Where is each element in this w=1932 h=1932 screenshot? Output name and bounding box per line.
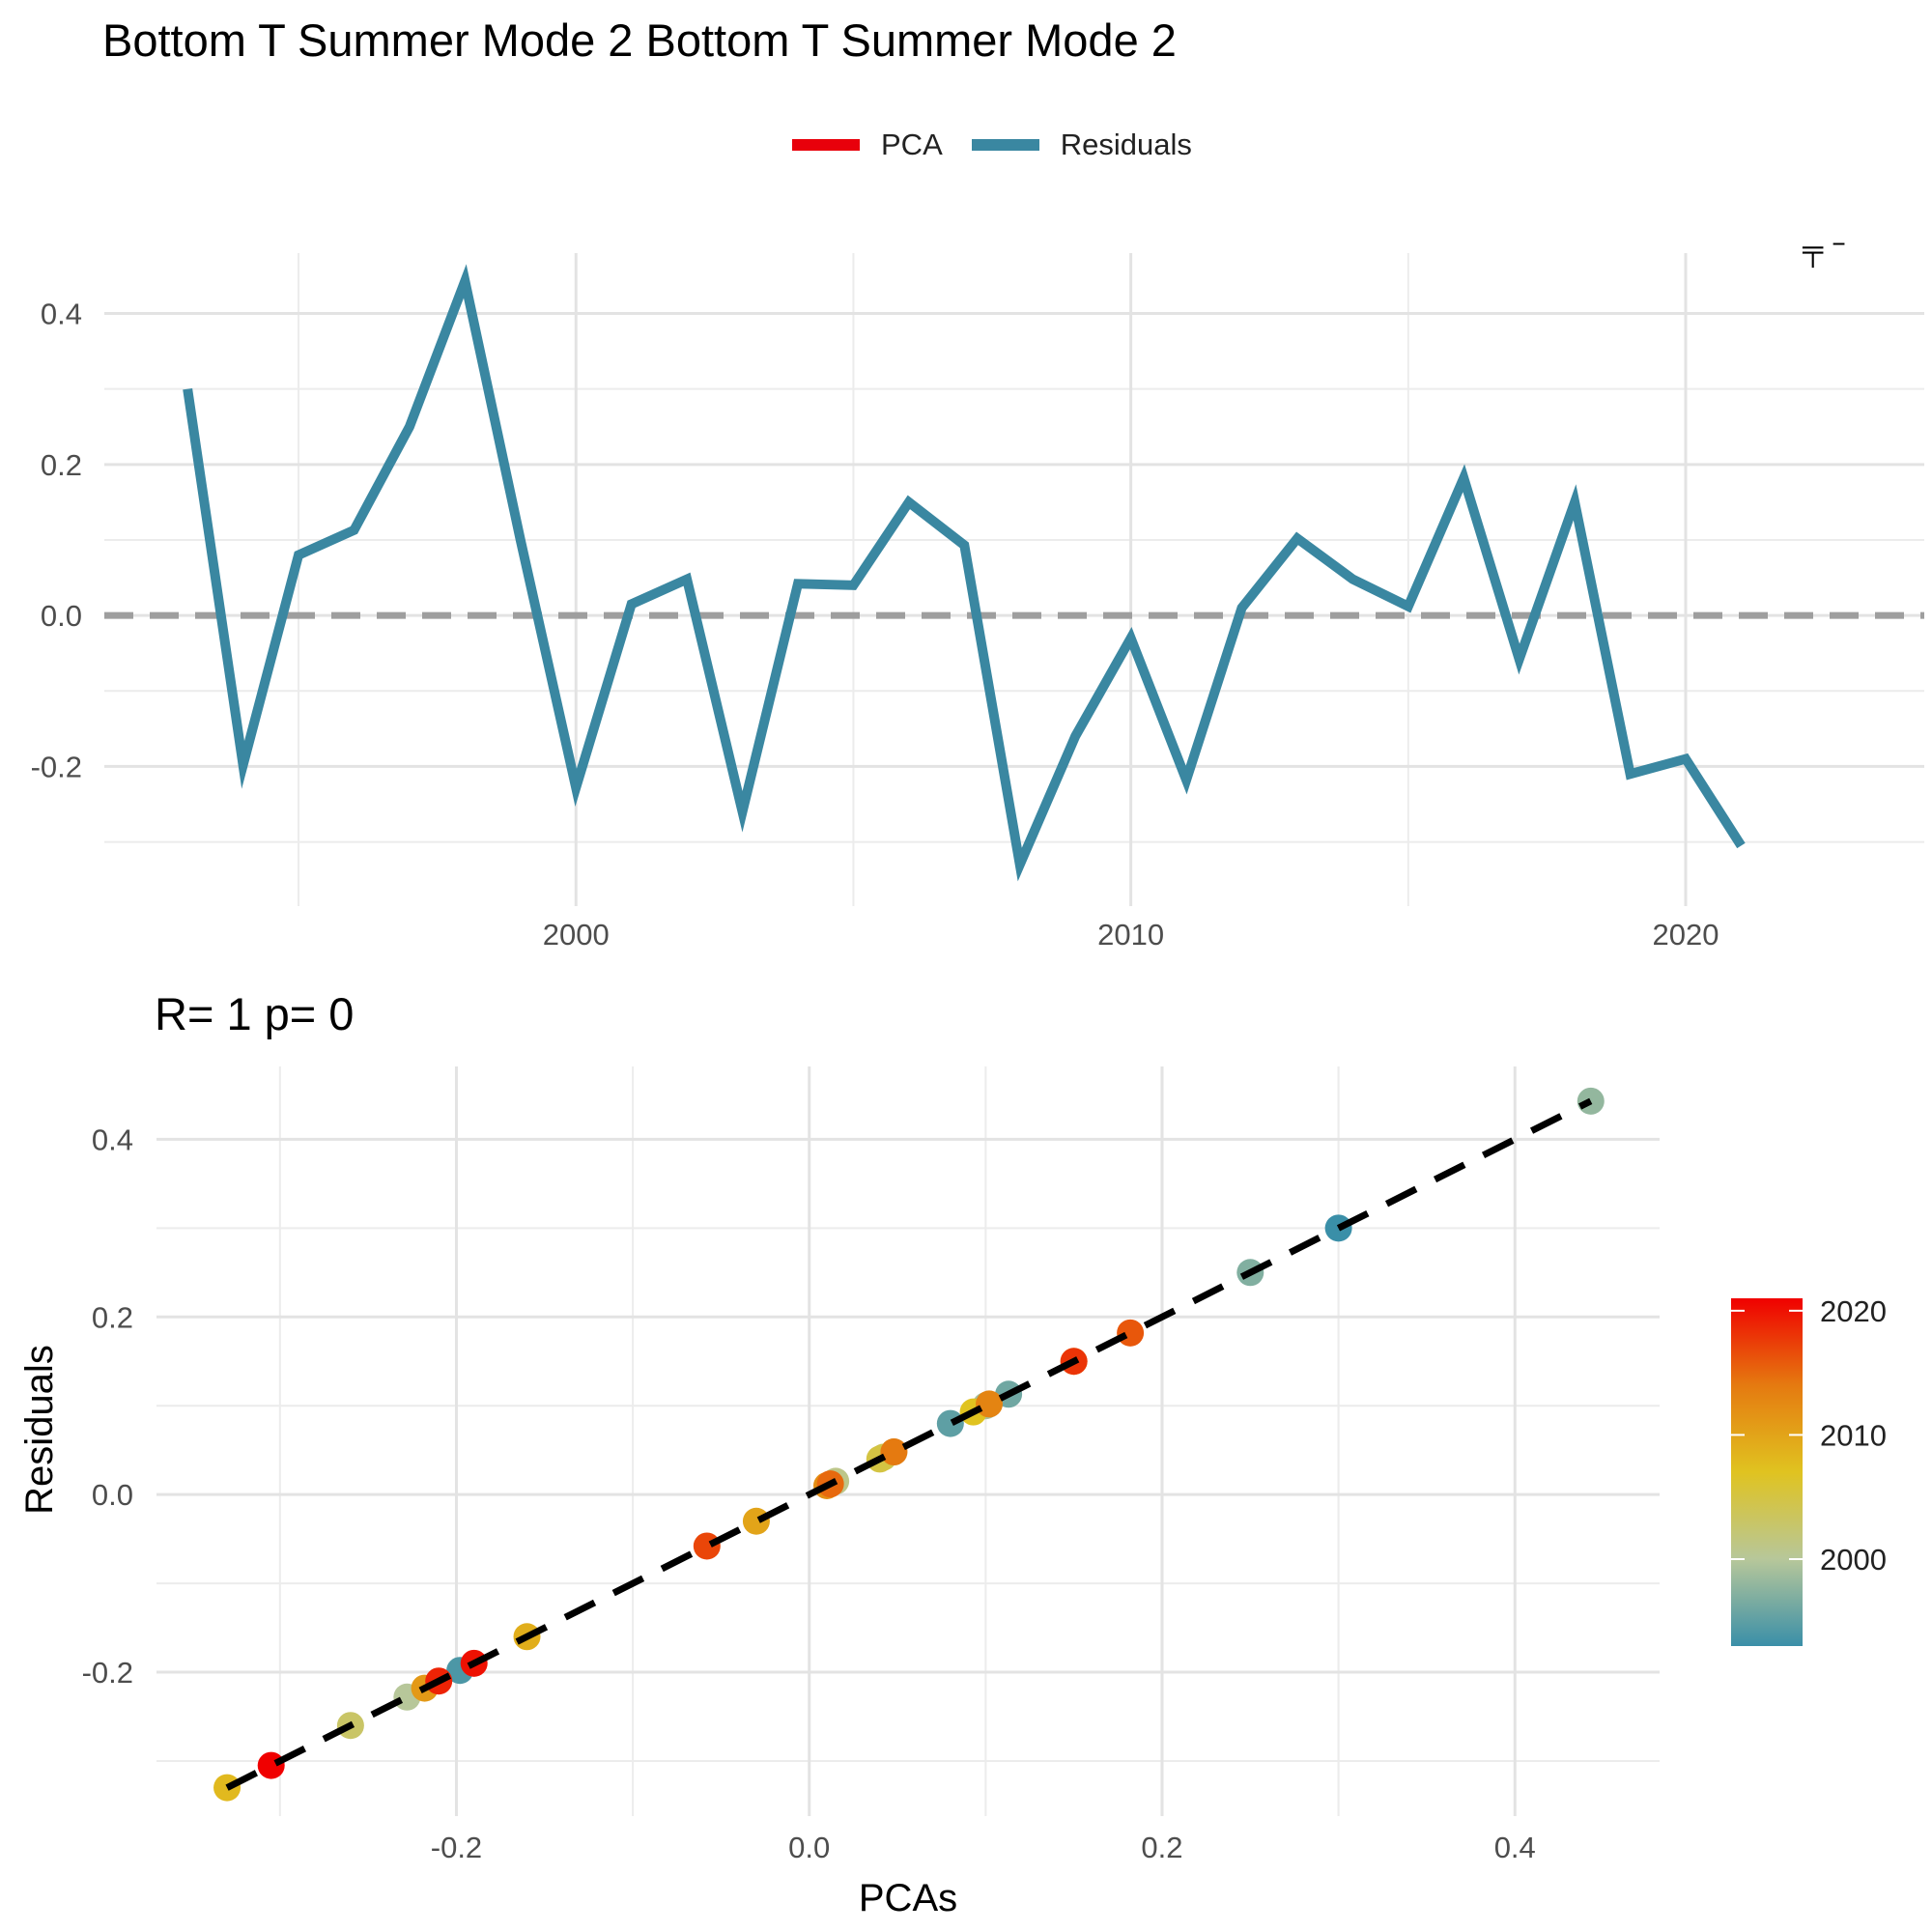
scatter-point: [742, 1507, 770, 1535]
x-tick-label: -0.2: [431, 1831, 482, 1864]
scatter-point: [880, 1438, 908, 1466]
colorbar-tick-label: 2020: [1820, 1294, 1887, 1328]
residuals-series-line: [183, 264, 1746, 882]
y-tick-label: 0.0: [92, 1478, 133, 1512]
legend-key-residuals: [971, 139, 1039, 151]
colorbar-tick-label: 2000: [1820, 1543, 1887, 1577]
fit-line: [225, 1097, 1593, 1791]
y-tick-label: -0.2: [31, 750, 82, 783]
x-tick-label: 2000: [543, 918, 610, 952]
x-tick-label: 0.4: [1494, 1831, 1536, 1864]
x-tick-label: 0.2: [1141, 1831, 1182, 1864]
stats-title: R= 1 p= 0: [155, 988, 355, 1039]
y-tick-label: 0.4: [41, 298, 82, 331]
chart-title: Bottom T Summer Mode 2 Bottom T Summer M…: [102, 14, 1177, 66]
x-axis-title: PCAs: [859, 1877, 957, 1919]
y-tick-label: -0.2: [82, 1656, 133, 1690]
y-tick-label: 0.0: [41, 599, 82, 633]
x-tick-label: 2020: [1653, 918, 1719, 952]
line-chart: 2000 2010 2020 -0.2 0.0 0.2 0.4 ╤ ⁻: [31, 234, 1924, 952]
scatter-point: [976, 1390, 1004, 1418]
y-tick-label: 0.4: [92, 1122, 133, 1156]
colorbar: [1731, 1298, 1803, 1646]
legend-label-pca: PCA: [881, 128, 943, 161]
x-tick-label: 0.0: [788, 1831, 830, 1864]
scatter-point: [693, 1532, 721, 1560]
scatter-point: [1117, 1319, 1145, 1347]
y-tick-label: 0.2: [41, 448, 82, 482]
colorbar-tick-label: 2010: [1820, 1418, 1887, 1452]
legend-label-residuals: Residuals: [1060, 128, 1192, 161]
legend-key-pca: [792, 139, 860, 151]
corner-mark: ╤ ⁻: [1802, 234, 1846, 269]
scatter-point: [936, 1409, 964, 1437]
y-tick-label: 0.2: [92, 1300, 133, 1334]
y-axis-title: Residuals: [18, 1345, 61, 1515]
legend-item-residuals: Residuals: [971, 128, 1192, 162]
legend: PCA Residuals: [792, 128, 1221, 162]
legend-item-pca: PCA: [792, 128, 943, 162]
x-tick-label: 2010: [1097, 918, 1164, 952]
